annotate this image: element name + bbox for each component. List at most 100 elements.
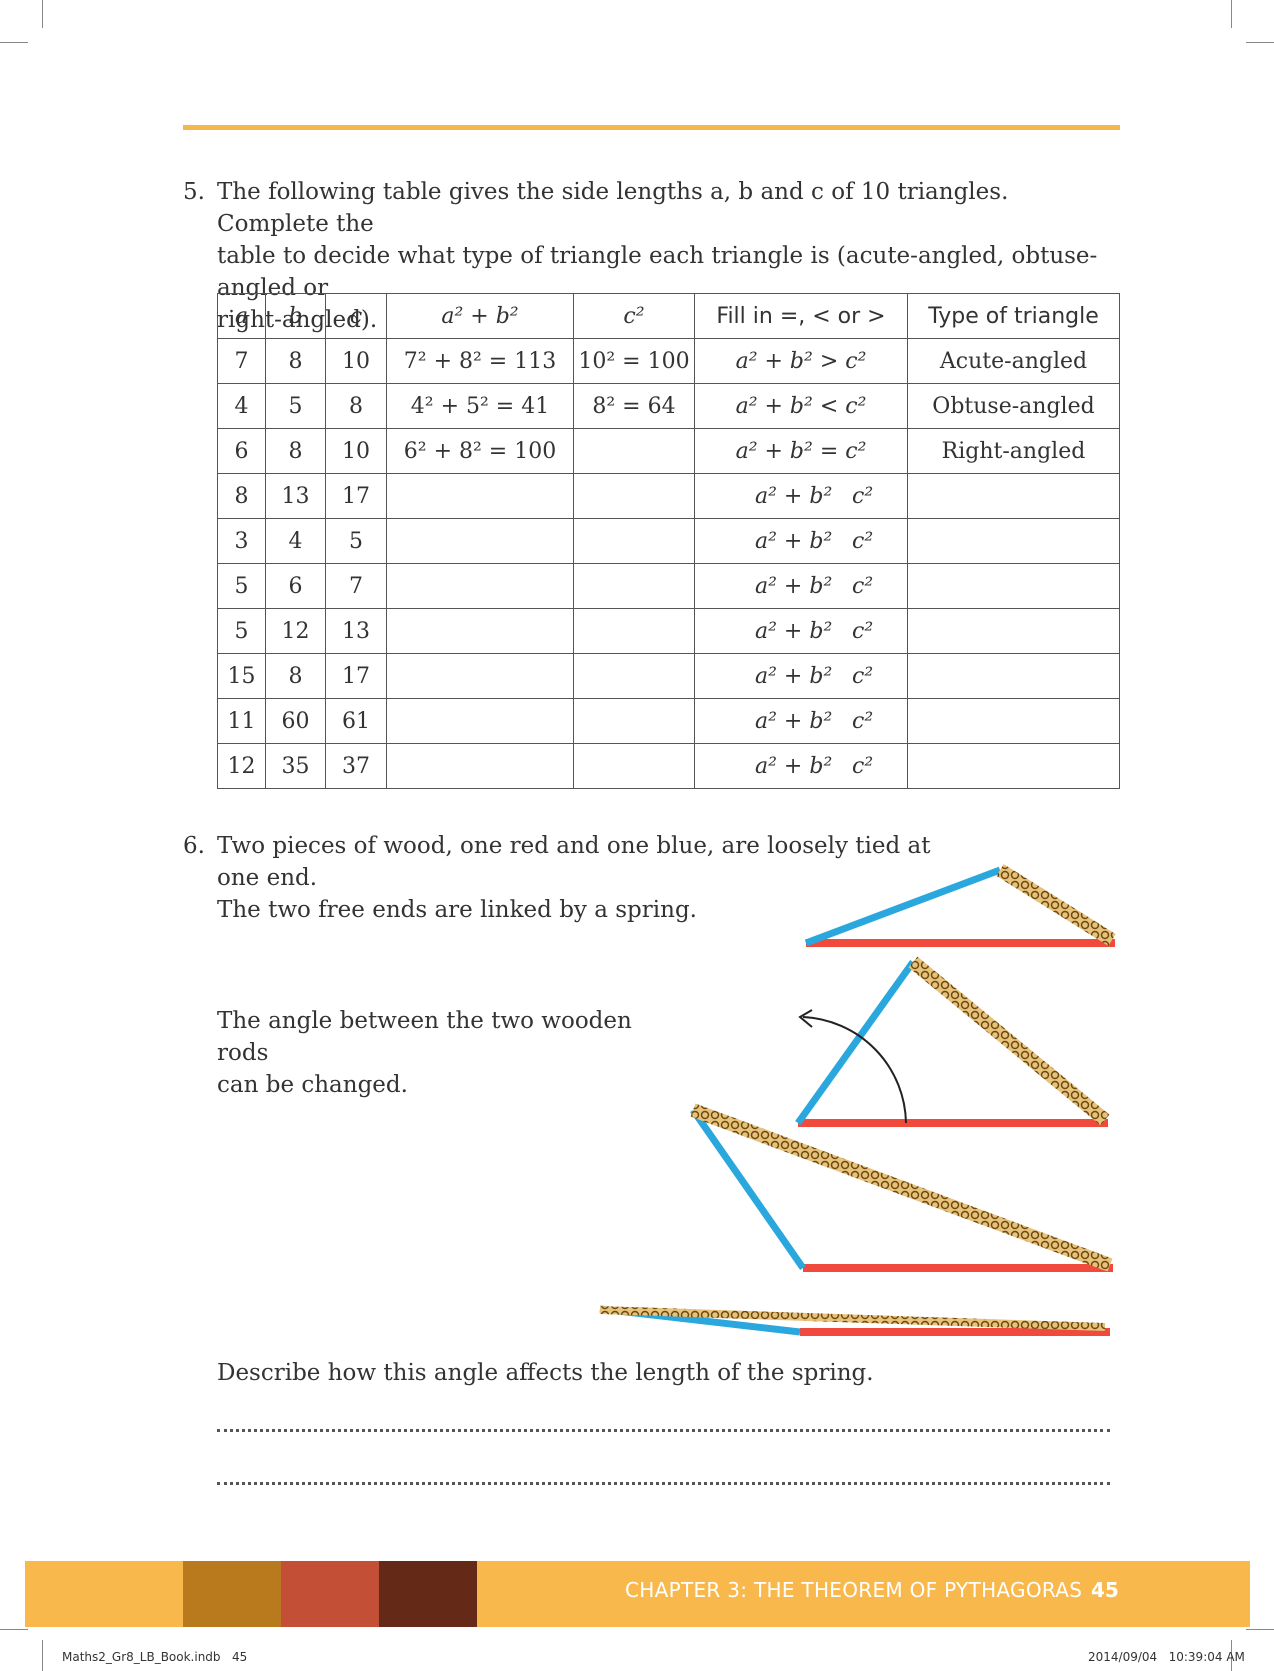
rod-figure-1 xyxy=(804,864,1116,947)
rod-figure-4 xyxy=(599,1305,1110,1336)
crop-mark xyxy=(0,42,28,43)
cell-sum[interactable] xyxy=(386,743,574,789)
cell-csq[interactable] xyxy=(573,428,695,474)
footer-block-3 xyxy=(379,1561,477,1627)
header-rule xyxy=(183,125,1120,130)
cell-type[interactable] xyxy=(907,743,1120,789)
blue-rod xyxy=(690,1108,806,1270)
slug-file: Maths2_Gr8_LB_Book.indb 45 xyxy=(62,1650,248,1664)
cell-sum: 7² + 8² = 113 xyxy=(386,338,574,384)
cell-fill[interactable]: a² + b² c² xyxy=(694,563,908,609)
crop-mark xyxy=(1246,1629,1274,1630)
answer-line[interactable] xyxy=(217,1479,1110,1485)
cell-csq: 10² = 100 xyxy=(573,338,695,384)
cell-sum[interactable] xyxy=(386,698,574,744)
cell-a: 12 xyxy=(217,743,266,789)
arrow-icon xyxy=(798,1009,813,1028)
cell-c: 7 xyxy=(325,563,387,609)
cell-type[interactable] xyxy=(907,518,1120,564)
angle-line: The angle between the two wooden rods xyxy=(217,1008,632,1066)
cell-sum: 4² + 5² = 41 xyxy=(386,383,574,429)
table-row: 4 5 8 4² + 5² = 41 8² = 64 a² + b² < c² Obtuse… xyxy=(217,383,1120,429)
question-5-line: table to decide what type of triangle ea… xyxy=(217,243,1098,301)
slug-date: 2014/09/04 10:39:04 AM xyxy=(1088,1650,1245,1664)
cell-type: Obtuse-angled xyxy=(907,383,1120,429)
cell-b: 4 xyxy=(265,518,326,564)
spring xyxy=(690,1103,1113,1272)
blue-rod xyxy=(804,866,1002,947)
table-row: 6 8 10 6² + 8² = 100 a² + b² = c² Right-angle… xyxy=(217,428,1120,474)
fill-right: c² xyxy=(852,529,874,554)
cell-type: Right-angled xyxy=(907,428,1120,474)
cell-sum: 6² + 8² = 100 xyxy=(386,428,574,474)
cell-fill[interactable]: a² + b² c² xyxy=(694,743,908,789)
blue-rod xyxy=(795,959,916,1126)
cell-a: 5 xyxy=(217,563,266,609)
cell-a: 3 xyxy=(217,518,266,564)
table-row: 7 8 10 7² + 8² = 113 10² = 100 a² + b² > c² Ac… xyxy=(217,338,1120,384)
describe-text: Describe how this angle affects the leng… xyxy=(217,1360,874,1386)
cell-b: 6 xyxy=(265,563,326,609)
spring xyxy=(908,956,1110,1126)
triangle-table: a b c a² + b² c² Fill in =, < or > Type … xyxy=(217,293,1120,789)
fill-right: c² xyxy=(852,709,874,734)
rod-figure-3 xyxy=(690,1103,1113,1272)
fill-right: c² xyxy=(852,754,874,779)
cell-c: 17 xyxy=(325,473,387,519)
cell-fill[interactable]: a² + b² c² xyxy=(694,473,908,519)
question-5-number: 5. xyxy=(183,179,205,205)
crop-mark xyxy=(1231,0,1232,28)
fill-left: a² + b² xyxy=(755,664,833,689)
cell-fill[interactable]: a² + b² c² xyxy=(694,608,908,654)
cell-type[interactable] xyxy=(907,608,1120,654)
table-row: 12 35 37 a² + b² c² xyxy=(217,743,1120,789)
fill-right: c² xyxy=(852,484,874,509)
spring xyxy=(599,1306,1106,1331)
crop-mark xyxy=(0,1629,28,1630)
cell-fill[interactable]: a² + b² c² xyxy=(694,698,908,744)
cell-sum[interactable] xyxy=(386,653,574,699)
fill-left: a² + b² xyxy=(755,484,833,509)
cell-sum[interactable] xyxy=(386,473,574,519)
question-6-line: The two free ends are linked by a spring… xyxy=(217,897,697,923)
chapter-title: CHAPTER 3: THE THEOREM OF PYTHAGORAS xyxy=(625,1578,1083,1602)
question-6-text: Two pieces of wood, one red and one blue… xyxy=(217,830,977,926)
rod-figure-2 xyxy=(795,956,1110,1127)
cell-c: 10 xyxy=(325,338,387,384)
fill-left: a² + b² xyxy=(755,574,833,599)
crop-mark xyxy=(1246,42,1274,43)
cell-a: 8 xyxy=(217,473,266,519)
fill-left: a² + b² xyxy=(755,709,833,734)
table-row: 8 13 17 a² + b² c² xyxy=(217,473,1120,519)
footer-block-1 xyxy=(183,1561,281,1627)
angle-arc xyxy=(802,1016,907,1124)
cell-c: 13 xyxy=(325,608,387,654)
crop-mark xyxy=(42,0,43,28)
header-sum: a² + b² xyxy=(386,293,574,339)
answer-line[interactable] xyxy=(217,1426,1110,1432)
cell-sum[interactable] xyxy=(386,608,574,654)
cell-fill: a² + b² = c² xyxy=(694,428,908,474)
fill-left: a² + b² xyxy=(755,754,833,779)
table-row: 11 60 61 a² + b² c² xyxy=(217,698,1120,744)
cell-type[interactable] xyxy=(907,473,1120,519)
crop-mark xyxy=(1231,1640,1232,1671)
cell-csq[interactable] xyxy=(573,743,695,789)
cell-csq: 8² = 64 xyxy=(573,383,695,429)
table-row: 3 4 5 a² + b² c² xyxy=(217,518,1120,564)
spring xyxy=(996,864,1116,946)
cell-type[interactable] xyxy=(907,653,1120,699)
cell-csq[interactable] xyxy=(573,653,695,699)
cell-b: 12 xyxy=(265,608,326,654)
angle-text: The angle between the two wooden rods ca… xyxy=(217,1005,677,1101)
fill-right: c² xyxy=(852,619,874,644)
cell-sum[interactable] xyxy=(386,563,574,609)
page-number: 45 xyxy=(1091,1578,1119,1602)
cell-a: 4 xyxy=(217,383,266,429)
cell-csq[interactable] xyxy=(573,473,695,519)
cell-c: 37 xyxy=(325,743,387,789)
table-row: 5 6 7 a² + b² c² xyxy=(217,563,1120,609)
fill-left: a² + b² xyxy=(755,619,833,644)
header-type: Type of triangle xyxy=(907,293,1120,339)
header-fill: Fill in =, < or > xyxy=(694,293,908,339)
